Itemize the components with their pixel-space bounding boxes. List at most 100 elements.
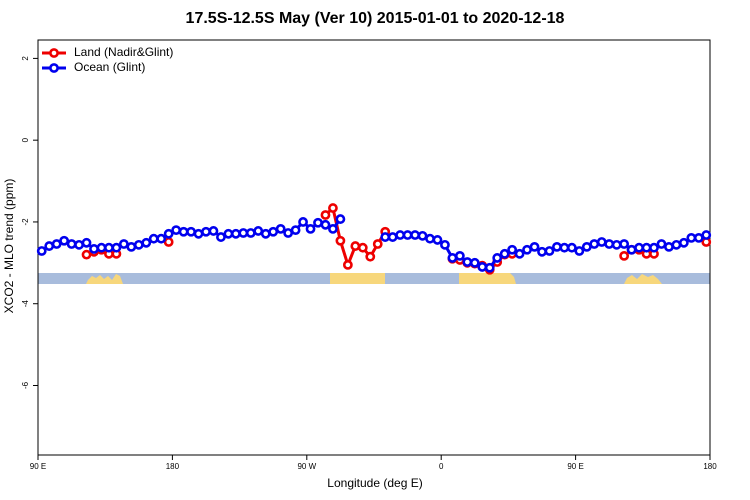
x-tick-label: 180 — [166, 462, 180, 471]
y-tick-label: 2 — [21, 56, 30, 61]
legend-marker — [49, 63, 59, 73]
data-point — [268, 226, 279, 237]
data-point — [59, 235, 70, 246]
data-point — [201, 226, 211, 237]
data-point — [245, 228, 256, 238]
data-point — [678, 237, 689, 248]
data-point — [589, 239, 600, 249]
data-point — [335, 214, 346, 224]
data-point — [432, 235, 443, 245]
data-point — [283, 228, 294, 238]
data-point — [574, 246, 585, 256]
land-patch — [459, 273, 516, 284]
land-patch — [624, 274, 662, 284]
data-point — [529, 241, 540, 252]
data-point — [596, 237, 607, 247]
data-point — [260, 228, 271, 239]
data-point — [619, 250, 630, 261]
data-point — [141, 237, 152, 248]
plot-frame — [37, 39, 711, 456]
data-point — [440, 239, 450, 250]
x-axis-label: Longitude (deg E) — [327, 476, 422, 490]
data-point — [484, 262, 495, 273]
data-point — [118, 239, 129, 249]
legend-label: Land (Nadir&Glint) — [74, 45, 173, 59]
data-point — [604, 239, 615, 249]
data-point — [566, 242, 577, 253]
data-point — [156, 233, 167, 244]
data-point — [66, 239, 77, 249]
data-point — [81, 249, 92, 260]
data-point — [656, 239, 667, 249]
data-point — [395, 230, 406, 240]
data-point — [313, 217, 323, 228]
data-point — [126, 241, 137, 252]
data-point — [402, 230, 413, 240]
land-patch — [86, 274, 123, 284]
data-point — [51, 239, 62, 249]
data-point — [133, 239, 144, 250]
data-point — [74, 239, 84, 250]
data-point — [193, 228, 204, 239]
data-point — [275, 223, 286, 234]
data-point — [581, 241, 592, 252]
data-point — [664, 241, 674, 252]
data-point — [328, 223, 338, 234]
x-tick-label: 0 — [439, 462, 444, 471]
data-point — [469, 257, 480, 268]
data-point — [342, 259, 353, 270]
data-point — [328, 203, 338, 213]
data-point — [81, 237, 92, 248]
y-tick-label: -6 — [21, 381, 30, 389]
data-point — [619, 239, 630, 249]
data-point — [320, 210, 331, 220]
data-point — [537, 246, 547, 257]
data-point — [253, 226, 264, 236]
data-point — [634, 242, 644, 253]
data-point — [178, 226, 189, 237]
data-point — [372, 239, 383, 249]
data-point — [410, 230, 420, 240]
data-point — [492, 253, 503, 263]
data-point — [208, 226, 219, 236]
data-point — [544, 246, 555, 256]
data-point — [499, 248, 510, 259]
x-tick-label: 180 — [703, 462, 717, 471]
x-tick-label: 90 E — [567, 462, 583, 471]
data-point — [350, 241, 361, 251]
data-point — [230, 228, 241, 239]
data-point — [104, 242, 114, 253]
data-point — [522, 244, 532, 255]
data-point — [462, 257, 473, 267]
data-point — [559, 242, 570, 253]
data-point — [671, 239, 682, 250]
data-point — [44, 241, 55, 251]
data-point — [701, 230, 712, 240]
data-point — [425, 233, 435, 244]
data-point — [238, 228, 249, 238]
data-point — [477, 262, 488, 272]
y-axis-label: XCO2 - MLO trend (ppm) — [2, 179, 16, 314]
data-point — [148, 233, 159, 244]
data-point — [186, 226, 196, 237]
y-tick-label: -4 — [21, 300, 30, 308]
data-point — [611, 239, 622, 250]
data-point — [447, 253, 458, 263]
legend-label: Ocean (Glint) — [74, 60, 145, 74]
data-point — [693, 232, 704, 243]
data-point — [223, 228, 234, 239]
data-point — [290, 225, 301, 236]
data-point — [626, 244, 637, 255]
data-point — [216, 232, 226, 242]
data-point — [96, 242, 107, 253]
y-tick-label: -2 — [21, 218, 30, 226]
data-point — [514, 248, 525, 259]
data-point — [365, 251, 376, 262]
data-point — [305, 223, 316, 234]
data-point — [163, 228, 174, 239]
legend-marker — [49, 48, 59, 58]
data-point — [335, 235, 346, 246]
x-tick-label: 90 E — [30, 462, 46, 471]
